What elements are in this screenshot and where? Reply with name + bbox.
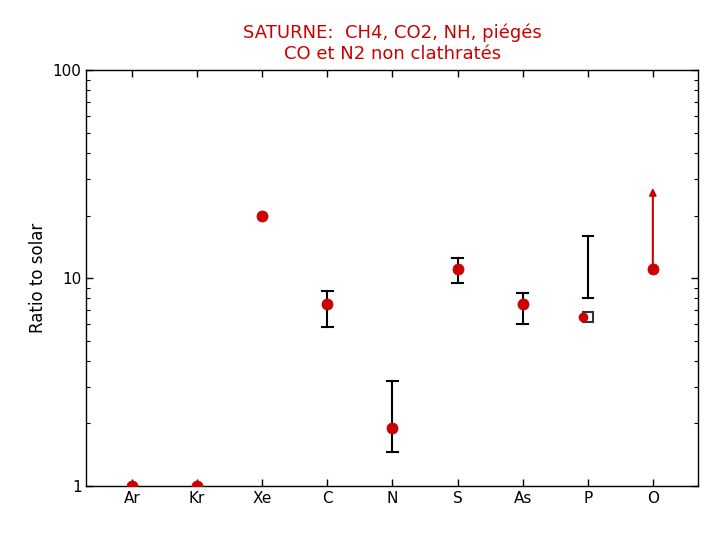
Title: SATURNE:  CH4, CO2, NH, piégés
CO et N2 non clathratés: SATURNE: CH4, CO2, NH, piégés CO et N2 n… xyxy=(243,24,541,63)
Y-axis label: Ratio to solar: Ratio to solar xyxy=(29,223,47,333)
